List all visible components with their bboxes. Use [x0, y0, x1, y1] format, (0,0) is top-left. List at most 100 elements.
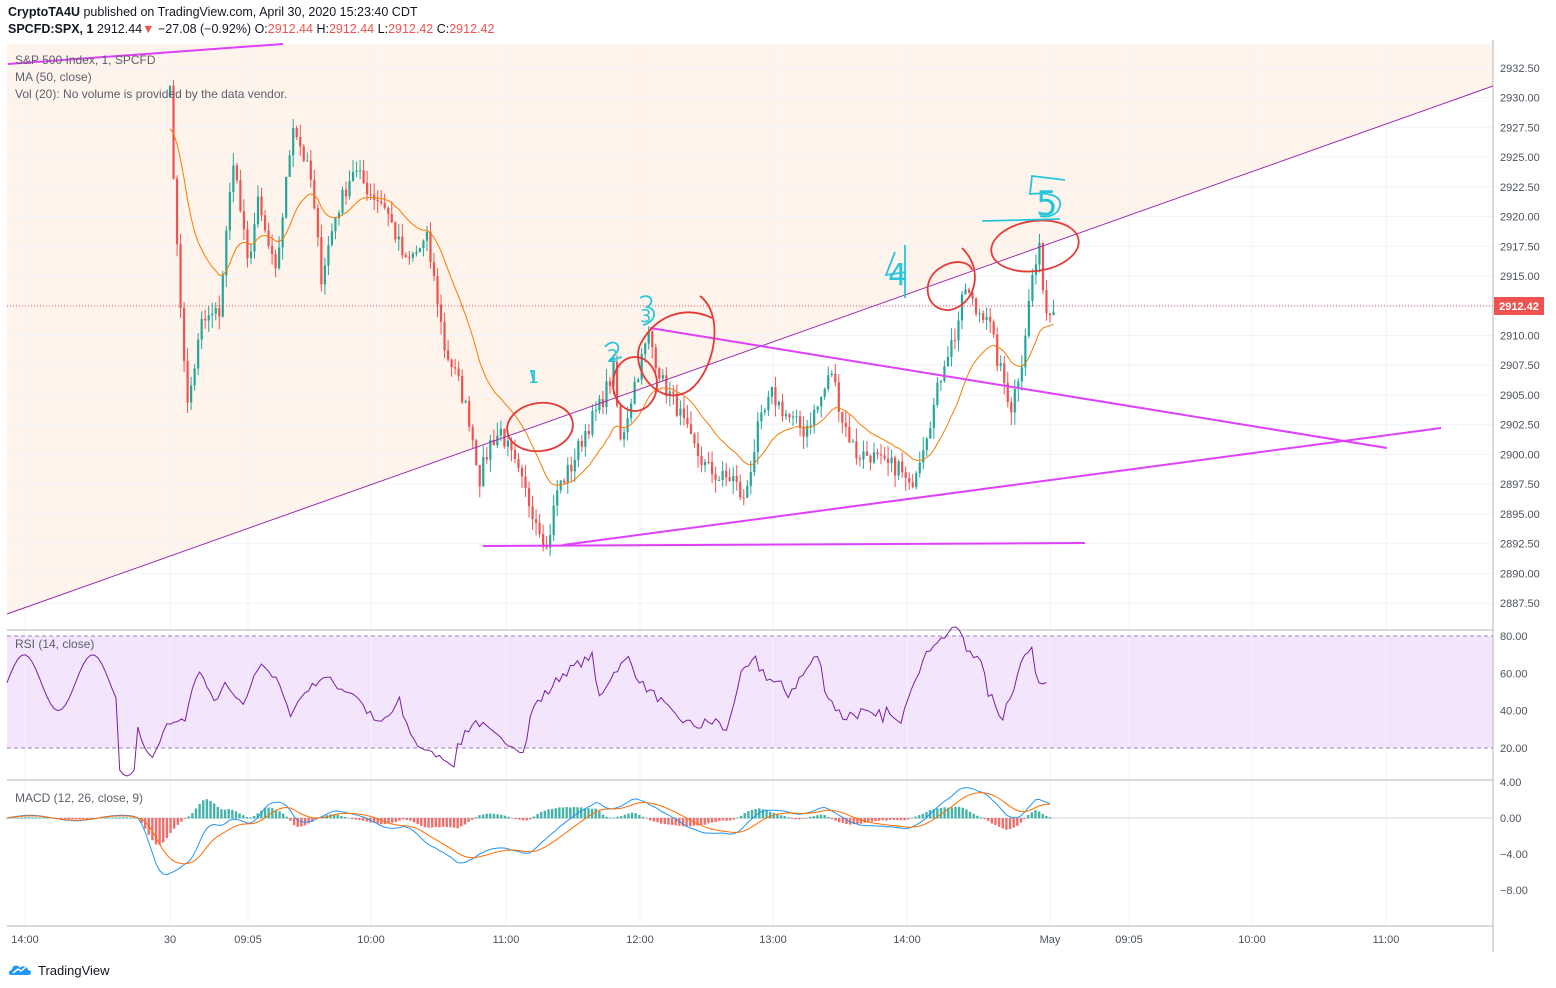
footer-brand[interactable]: TradingView: [8, 960, 110, 980]
macd-bar: [180, 818, 183, 822]
candle-body: [197, 339, 200, 369]
candle-body: [584, 430, 587, 447]
macd-histogram[interactable]: [5, 799, 1052, 845]
candle-body: [510, 440, 513, 451]
candle-body: [925, 438, 928, 451]
macd-bar: [790, 818, 794, 819]
candle-body: [313, 179, 316, 209]
time-tick-label: May: [1040, 934, 1061, 946]
macd-bar: [460, 818, 463, 827]
macd-tick-label: −4.00: [1500, 849, 1528, 861]
candle-body: [1031, 274, 1034, 301]
candle-body: [182, 307, 186, 361]
candle-body: [436, 276, 439, 305]
candle-body: [580, 441, 583, 447]
macd-tick-label: 4.00: [1500, 777, 1521, 789]
macd-signal-line[interactable]: [6, 792, 1051, 865]
candle-body: [996, 334, 999, 366]
candle-body: [323, 265, 326, 285]
ma-50-line[interactable]: [169, 128, 1054, 486]
candle-body: [302, 146, 305, 161]
macd-pane[interactable]: [7, 782, 1493, 926]
candle-body: [556, 490, 559, 506]
macd-bar: [114, 817, 118, 819]
main-legend-title[interactable]: S&P 500 Index, 1, SPCFD: [15, 53, 156, 67]
macd-bar: [765, 810, 768, 819]
candle-body: [707, 462, 710, 464]
price-axis[interactable]: 2887.50 2890.00 2892.50 2895.00 2897.50 2900.…: [1500, 63, 1540, 610]
candle-body: [605, 381, 608, 408]
volume-legend[interactable]: Vol (20): No volume is provided by the d…: [15, 87, 287, 101]
candle-body: [654, 347, 657, 369]
candle-body: [622, 432, 626, 440]
candle-body: [735, 475, 738, 482]
candle-body: [834, 373, 837, 383]
cyan-five-stroke: [1028, 174, 1066, 218]
candle-body: [1013, 389, 1016, 413]
macd-bar: [783, 815, 786, 819]
macd-bar: [1023, 818, 1026, 819]
time-tick-label: 12:00: [626, 934, 654, 946]
candle-body: [397, 236, 400, 240]
macd-bar: [420, 818, 423, 827]
macd-bar: [645, 818, 648, 819]
rsi-legend[interactable]: RSI (14, close): [15, 637, 94, 651]
rising-support-trendline[interactable]: [562, 427, 1442, 546]
rsi-line[interactable]: [6, 626, 1047, 777]
macd-bar: [914, 816, 917, 819]
candle-body: [285, 176, 288, 218]
high-value: 2912.44: [328, 22, 375, 36]
macd-legend[interactable]: MACD (12, 26, close, 9): [15, 791, 143, 805]
candle-body: [295, 127, 298, 138]
time-axis[interactable]: 14:00 30 09:05 10:00 11:00 12:00 13:00 14:00 May…: [11, 934, 1399, 946]
macd-bar: [816, 815, 819, 819]
candle-body: [270, 245, 274, 254]
macd-bar: [140, 818, 143, 823]
candle-body: [809, 425, 812, 427]
macd-bar: [830, 818, 834, 820]
candle-body: [911, 482, 914, 488]
macd-bar: [761, 809, 765, 819]
tradingview-brand-text: TradingView: [38, 962, 110, 978]
rising-trendline-topleft[interactable]: [7, 43, 284, 65]
macd-bar: [848, 818, 852, 825]
horizontal-support-line[interactable]: [482, 542, 1086, 547]
rsi-axis[interactable]: 20.00 40.00 60.00 80.00: [1500, 631, 1528, 755]
candle-body: [1024, 335, 1027, 368]
macd-axis[interactable]: −8.00 −4.00 0.00 4.00: [1500, 777, 1528, 897]
candle-body: [517, 458, 520, 468]
macd-bar: [954, 806, 957, 819]
macd-bar: [885, 818, 888, 821]
candle-body: [552, 505, 555, 535]
candle-body: [943, 366, 946, 382]
wave-label-3: 3: [640, 306, 651, 327]
macd-bar: [358, 818, 361, 821]
macd-bar: [543, 810, 547, 819]
macd-bar: [13, 817, 16, 819]
author-name[interactable]: CryptoTA4U: [8, 5, 80, 19]
macd-bar: [474, 817, 478, 819]
macd-bar: [808, 816, 812, 819]
wave-label-1: 1: [528, 367, 539, 388]
rising-trendline-upper[interactable]: [6, 85, 1494, 615]
price-tick-label: 2907.50: [1500, 360, 1540, 372]
candle-body: [960, 294, 964, 321]
chart-canvas[interactable]: 2887.50 2890.00 2892.50 2895.00 2897.50 2900.…: [0, 40, 1556, 955]
candle-body: [274, 253, 277, 269]
macd-bar: [1019, 818, 1023, 823]
price-tick-label: 2905.00: [1500, 390, 1540, 402]
wave-label-4: 4: [888, 258, 907, 293]
annotation-circles[interactable]: [504, 215, 1082, 455]
macd-line[interactable]: [6, 786, 1051, 876]
candle-body: [644, 343, 647, 355]
grid-lines: [7, 44, 1493, 926]
candle-body: [366, 182, 369, 195]
low-label: L:: [377, 22, 389, 36]
descending-trendline[interactable]: [649, 327, 1388, 449]
macd-bar: [525, 818, 528, 821]
candle-body: [496, 435, 499, 446]
ma-legend[interactable]: MA (50, close): [15, 70, 92, 84]
symbol-name[interactable]: SPCFD:SPX, 1: [8, 22, 94, 36]
wave-label-2: 2: [607, 346, 618, 367]
macd-bar: [405, 818, 408, 820]
